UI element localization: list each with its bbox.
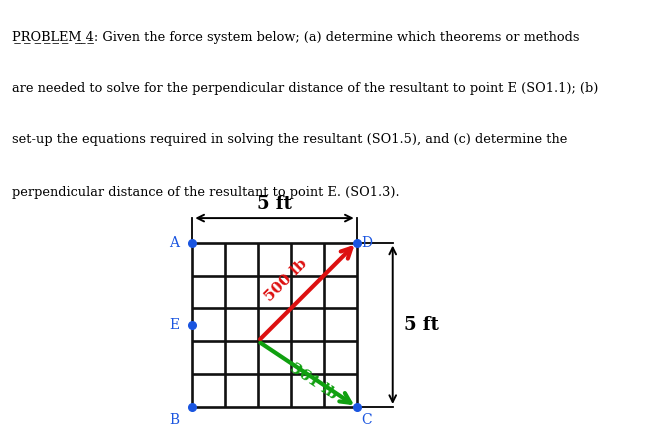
Text: 5 ft: 5 ft (404, 316, 439, 334)
Text: perpendicular distance of the resultant to point E. (SO1.3).: perpendicular distance of the resultant … (12, 186, 400, 199)
Text: 361 lb: 361 lb (287, 361, 339, 402)
Text: 5 ft: 5 ft (257, 195, 292, 213)
Text: P̲R̲O̲B̲L̲E̲M̲ ̲4̲: Given the force system below; (a) determine which theorems o: P̲R̲O̲B̲L̲E̲M̲ ̲4̲: Given the force syst… (12, 31, 579, 44)
Text: are needed to solve for the perpendicular distance of the resultant to point E (: are needed to solve for the perpendicula… (12, 82, 598, 95)
Text: E: E (169, 318, 180, 332)
Text: B: B (169, 413, 180, 427)
Text: A: A (169, 236, 180, 250)
Text: set-up the equations required in solving the resultant (SO1.5), and (c) determin: set-up the equations required in solving… (12, 133, 568, 146)
Text: D: D (361, 236, 372, 250)
Text: C: C (361, 413, 372, 427)
Text: 500 lb: 500 lb (262, 257, 310, 304)
